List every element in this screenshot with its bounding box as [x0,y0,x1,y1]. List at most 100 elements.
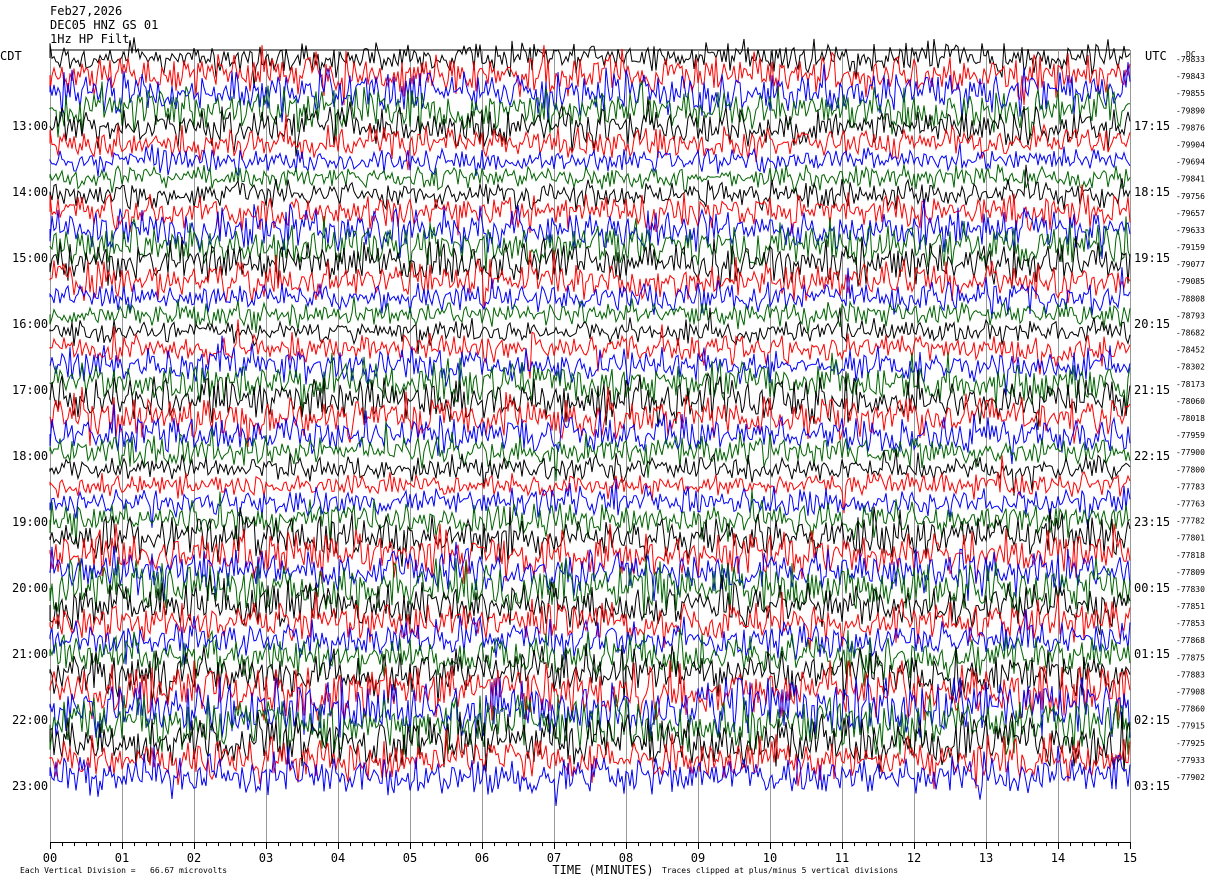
dc-offset-label: -77853 [1176,619,1205,628]
x-tick-label-14: 14 [1051,851,1065,865]
trace-row-19 [49,352,1131,413]
right-time-label: 02:15 [1134,713,1170,727]
right-time-label: 23:15 [1134,515,1170,529]
trace-row-41 [49,728,1131,789]
left-time-label: 19:00 [12,515,48,529]
trace-row-7 [49,164,1131,193]
trace-row-22 [49,404,1131,465]
dc-offset-label: -77875 [1176,653,1205,662]
trace-row-13 [49,250,1131,311]
trace-row-26 [49,478,1131,529]
time-labels: CDT UTC 13:00 14:00 15:00 16:00 17:00 18:00 19:0… [0,49,1205,793]
dc-offset-label: -78302 [1176,363,1205,372]
dc-offset-label: -77883 [1176,670,1205,679]
dc-header: DC [1186,50,1196,59]
left-time-label: 13:00 [12,119,48,133]
trace-row-4 [49,96,1131,157]
seismic-traces [49,37,1131,807]
trace-row-21 [49,386,1131,448]
trace-row-10 [49,198,1131,260]
trace-row-3 [49,80,1130,140]
trace-row-40 [49,711,1131,772]
trace-row-35 [49,628,1131,687]
left-zone-label: CDT [0,49,22,63]
left-time-label: 21:00 [12,647,48,661]
left-time-label: 18:00 [12,449,48,463]
right-time-label: 20:15 [1134,317,1170,331]
trace-row-2 [49,62,1131,123]
dc-offset-label: -79890 [1176,106,1205,115]
right-time-label: 01:15 [1134,647,1170,661]
dc-offset-label: -77830 [1176,585,1205,594]
x-tick-label-10: 10 [763,851,777,865]
dc-offset-label: -78808 [1176,294,1205,303]
right-time-label: 18:15 [1134,185,1170,199]
left-time-label: 23:00 [12,779,48,793]
dc-offset-label: -79855 [1176,89,1205,98]
right-time-label: 22:15 [1134,449,1170,463]
dc-offset-label: -79633 [1176,226,1205,235]
dc-offset-label: -79904 [1176,140,1205,149]
x-tick-label-09: 09 [691,851,705,865]
right-time-label: 03:15 [1134,779,1170,793]
dc-offset-label: -77860 [1176,705,1205,714]
right-time-label: 19:15 [1134,251,1170,265]
dc-offset-label: -77851 [1176,602,1205,611]
x-tick-label-04: 04 [331,851,345,865]
trace-row-14 [49,267,1131,319]
x-axis-label: TIME (MINUTES) [552,863,653,877]
trace-row-23 [49,421,1131,482]
dc-offset-label: -77925 [1176,739,1205,748]
left-time-label: 20:00 [12,581,48,595]
header-date: Feb27,2026 [50,4,123,18]
dc-offset-label: -77783 [1176,482,1205,491]
dc-offset-label: -79843 [1176,72,1205,81]
x-tick-label-02: 02 [187,851,201,865]
dc-offset-label: -79159 [1176,243,1205,252]
dc-offset-label: -77902 [1176,773,1205,782]
dc-offset-label: -79085 [1176,277,1205,286]
trace-row-5 [49,113,1131,171]
trace-row-30 [49,541,1131,601]
dc-offset-label: -77908 [1176,688,1205,697]
dc-offset-label: -77782 [1176,517,1205,526]
trace-row-12 [49,236,1131,290]
trace-row-27 [49,489,1131,545]
x-tick-label-01: 01 [115,851,129,865]
dc-offset-label: -79876 [1176,123,1205,132]
dc-offset-label: -78452 [1176,346,1205,355]
trace-row-17 [49,319,1131,379]
dc-offset-label: -77933 [1176,756,1205,765]
right-zone-label: UTC [1145,49,1167,63]
x-tick-label-06: 06 [475,851,489,865]
x-tick-label-07: 07 [547,851,561,865]
x-tick-label-03: 03 [259,851,273,865]
dc-offset-label: -77809 [1176,568,1205,577]
trace-row-9 [49,184,1131,236]
dc-offset-label: -79657 [1176,209,1205,218]
dc-offset-label: -77818 [1176,551,1205,560]
right-time-label: 17:15 [1134,119,1170,133]
left-time-label: 17:00 [12,383,48,397]
dc-offset-label: -79694 [1176,158,1205,167]
trace-row-42 [49,745,1131,807]
right-time-label: 21:15 [1134,383,1170,397]
trace-row-32 [49,574,1131,636]
scale-note: Each Vertical Division = 66.67 microvolt… [20,866,228,875]
trace-row-37 [49,660,1131,721]
dc-offset-label: -77959 [1176,431,1205,440]
dc-offset-label: -79756 [1176,192,1205,201]
trace-row-8 [49,164,1131,212]
trace-row-24 [49,449,1131,496]
right-time-label: 00:15 [1134,581,1170,595]
trace-row-28 [49,506,1131,567]
left-time-label: 14:00 [12,185,48,199]
header-filter: 1Hz HP Filt [50,32,130,46]
dc-offset-label: -77915 [1176,722,1205,731]
dc-offset-label: -78173 [1176,380,1205,389]
dc-offset-label: -77900 [1176,448,1205,457]
time-axis: 00 01 02 03 04 05 06 07 08 09 10 11 12 13 14 15 TIME (MI… [43,842,1137,877]
trace-row-20 [49,369,1131,430]
trace-row-25 [49,455,1131,514]
